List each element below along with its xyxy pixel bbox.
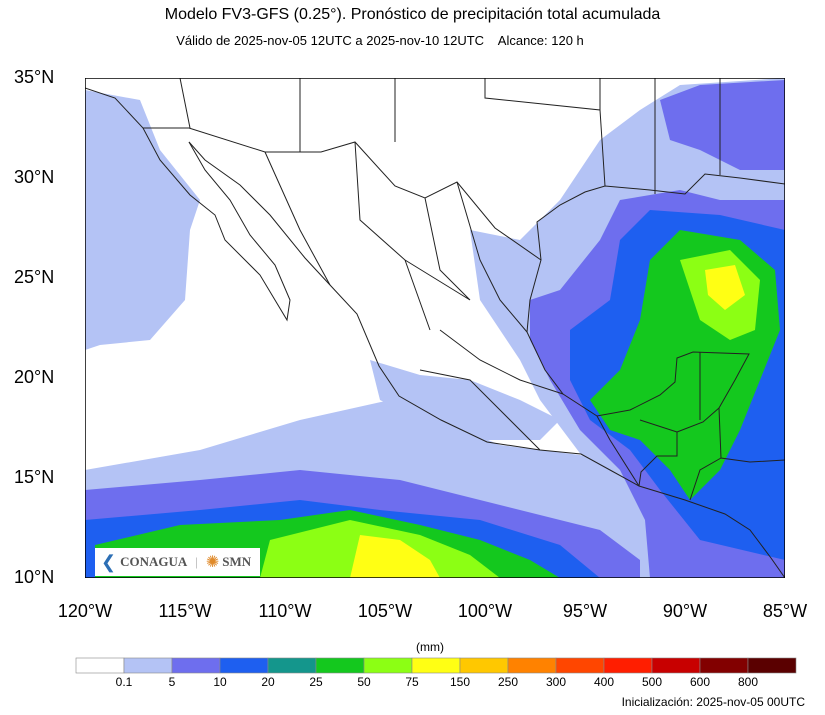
colorbar-label: 5 xyxy=(168,675,176,689)
smn-logo-icon: ✺ xyxy=(205,554,220,571)
colorbar-label: 150 xyxy=(449,675,471,689)
us-state-borders xyxy=(179,78,721,194)
colorbar-label: 600 xyxy=(689,675,711,689)
colorbar-label: 250 xyxy=(497,675,519,689)
colorbar-swatch xyxy=(219,657,269,674)
logo-divider: | xyxy=(195,554,198,569)
precip-10mm-northeast xyxy=(660,80,785,170)
initialization-time: Inicialización: 2025-nov-05 00UTC xyxy=(621,695,805,709)
colorbar-swatch xyxy=(747,657,797,674)
guatemala-belize-border xyxy=(638,407,722,501)
colorbar-swatch xyxy=(75,657,125,674)
lon-label: 100°W xyxy=(457,601,513,621)
map-title: Modelo FV3-GFS (0.25°). Pronóstico de pr… xyxy=(164,6,661,23)
conagua-logo-icon: ❮ xyxy=(101,551,117,572)
conagua-logo-text: CONAGUA xyxy=(120,554,188,569)
lat-label: 30°N xyxy=(14,167,55,187)
lat-label: 35°N xyxy=(14,67,55,87)
colorbar-label: 400 xyxy=(593,675,615,689)
precip-150mm-gulf xyxy=(705,265,745,310)
colorbar-swatch xyxy=(507,657,557,674)
precipitation-map xyxy=(85,78,785,578)
lon-label: 105°W xyxy=(357,601,413,621)
colorbar-label: 10 xyxy=(213,675,227,689)
colorbar-label: 50 xyxy=(357,675,371,689)
lat-label: 10°N xyxy=(14,567,55,587)
colorbar-swatch xyxy=(699,657,749,674)
colorbar-label: 25 xyxy=(309,675,323,689)
precip-5mm-pacific-north xyxy=(85,90,200,350)
colorbar-label: 75 xyxy=(405,675,419,689)
lon-label: 120°W xyxy=(57,601,113,621)
colorbar-label: 500 xyxy=(641,675,663,689)
colorbar-label: 20 xyxy=(261,675,275,689)
lat-label: 25°N xyxy=(14,267,55,287)
map-subtitle: Válido de 2025-nov-05 12UTC a 2025-nov-1… xyxy=(176,33,584,48)
colorbar-swatch xyxy=(603,657,653,674)
colorbar-swatch xyxy=(123,657,173,674)
lat-label: 15°N xyxy=(14,467,55,487)
pacific-coast-us-baja xyxy=(85,87,291,322)
mexico-pacific-coast xyxy=(188,141,785,578)
colorbar-swatch xyxy=(267,657,317,674)
lon-label: 115°W xyxy=(158,601,212,621)
lon-label: 110°W xyxy=(258,601,312,621)
colorbar-label: 0.1 xyxy=(115,675,133,689)
coastlines-borders xyxy=(85,78,785,578)
precip-5mm-west-coast xyxy=(370,360,560,440)
gulf-coast xyxy=(526,173,785,463)
lat-label: 20°N xyxy=(14,367,55,387)
colorbar-swatch xyxy=(411,657,461,674)
smn-logo-text: SMN xyxy=(222,554,252,569)
us-mexico-border xyxy=(143,127,542,261)
colorbar xyxy=(75,657,797,674)
colorbar-swatch xyxy=(171,657,221,674)
conagua-smn-logo: ❮ CONAGUA | ✺ SMN xyxy=(95,548,260,576)
colorbar-swatch xyxy=(555,657,605,674)
lon-label: 85°W xyxy=(762,601,808,621)
mexico-state-borders xyxy=(264,141,701,487)
precip-150mm-pacific xyxy=(350,535,440,578)
colorbar-swatch xyxy=(363,657,413,674)
lon-label: 95°W xyxy=(562,601,608,621)
colorbar-label: 800 xyxy=(737,675,759,689)
colorbar-swatch xyxy=(651,657,701,674)
colorbar-swatch xyxy=(315,657,365,674)
colorbar-units: (mm) xyxy=(416,640,444,654)
lon-label: 90°W xyxy=(662,601,708,621)
colorbar-label: 300 xyxy=(545,675,567,689)
colorbar-swatch xyxy=(459,657,509,674)
